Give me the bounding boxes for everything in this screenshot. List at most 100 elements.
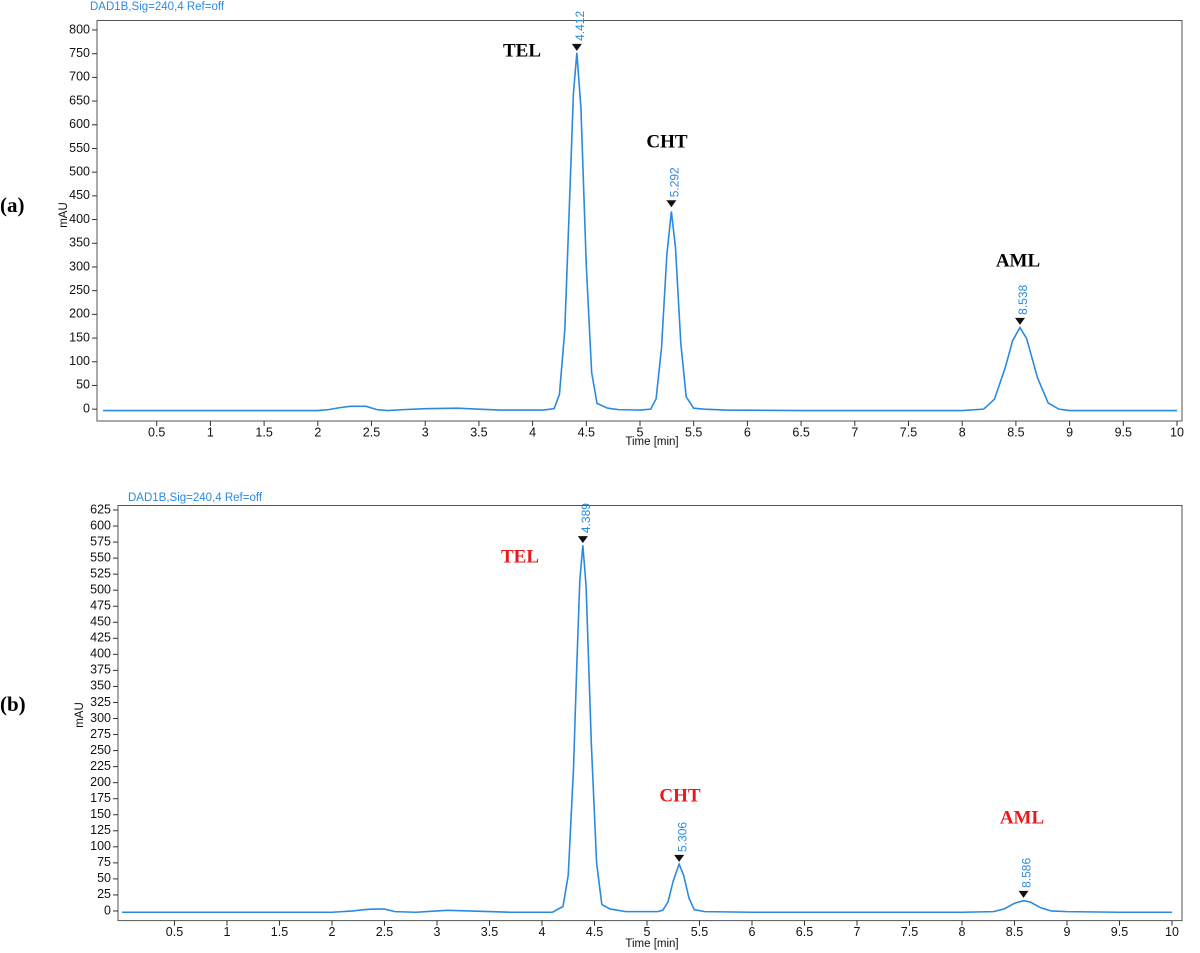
x-tick-label: 1: [207, 425, 214, 439]
x-tick-label: 5.5: [685, 425, 702, 439]
y-tick-label: 375: [90, 663, 111, 677]
y-tick-label: 750: [69, 46, 90, 60]
peak-name: CHT: [646, 131, 688, 152]
x-axis-label: Time [min]: [625, 436, 678, 448]
x-tick-label: 6: [744, 425, 751, 439]
x-tick-label: 3: [434, 925, 441, 939]
y-tick-label: 575: [90, 534, 111, 548]
y-tick-label: 100: [90, 839, 111, 853]
y-tick-label: 50: [97, 871, 111, 885]
retention-time: 8.538: [1016, 284, 1030, 314]
peak-name: CHT: [659, 785, 701, 806]
y-axis-label: mAU: [58, 202, 70, 228]
panel-label: (a): [0, 193, 25, 217]
y-tick-label: 625: [90, 502, 111, 516]
x-tick-label: 6.5: [792, 425, 809, 439]
x-tick-label: 5: [644, 925, 651, 939]
y-tick-label: 325: [90, 695, 111, 709]
peak-marker: [577, 536, 588, 544]
peak-marker: [674, 854, 685, 862]
y-tick-label: 225: [90, 759, 111, 773]
retention-time: 4.389: [579, 503, 593, 533]
x-tick-label: 0.5: [148, 425, 165, 439]
y-tick-label: 500: [90, 582, 111, 596]
y-tick-label: 400: [69, 212, 90, 226]
signal-line: [103, 52, 1177, 412]
y-tick-label: 650: [69, 93, 90, 107]
x-tick-label: 10: [1165, 925, 1179, 939]
peak-name: TEL: [501, 546, 539, 567]
x-tick-label: 9: [1066, 425, 1073, 439]
x-axis-label: Time [min]: [625, 938, 678, 950]
x-tick-label: 6: [749, 925, 756, 939]
x-tick-label: 8.5: [1006, 925, 1023, 939]
x-tick-label: 3: [422, 425, 429, 439]
y-tick-label: 175: [90, 791, 111, 805]
peak-marker: [571, 43, 582, 51]
peak-name: AML: [1000, 807, 1044, 828]
y-tick-label: 550: [69, 141, 90, 155]
x-tick-label: 4.5: [578, 425, 595, 439]
y-tick-label: 50: [76, 378, 90, 392]
x-tick-label: 7.5: [901, 925, 918, 939]
y-tick-label: 800: [69, 22, 90, 36]
y-tick-label: 425: [90, 631, 111, 645]
y-tick-label: 75: [97, 855, 111, 869]
y-tick-label: 400: [90, 647, 111, 661]
retention-time: 8.586: [1020, 858, 1034, 888]
y-tick-label: 150: [69, 330, 90, 344]
peak-name: AML: [996, 250, 1040, 271]
x-tick-label: 9.5: [1111, 925, 1128, 939]
x-tick-label: 2.5: [376, 925, 393, 939]
x-tick-label: 5.5: [691, 925, 708, 939]
x-tick-label: 5: [637, 425, 644, 439]
x-tick-label: 7: [851, 425, 858, 439]
x-tick-label: 2: [329, 925, 336, 939]
y-axis-label: mAU: [74, 702, 86, 728]
y-tick-label: 475: [90, 599, 111, 613]
peak-marker: [666, 200, 677, 208]
peak-name: TEL: [503, 40, 541, 61]
y-tick-label: 125: [90, 823, 111, 837]
x-tick-label: 9.5: [1115, 425, 1132, 439]
y-tick-label: 525: [90, 566, 111, 580]
x-tick-label: 6.5: [796, 925, 813, 939]
x-tick-label: 4: [539, 925, 546, 939]
y-tick-label: 275: [90, 727, 111, 741]
subtitle: DAD1B,Sig=240,4 Ref=off: [90, 1, 225, 13]
plot-frame: [117, 505, 1183, 922]
x-tick-label: 3.5: [470, 425, 487, 439]
y-tick-label: 25: [97, 887, 111, 901]
y-tick-label: 100: [69, 354, 90, 368]
x-tick-label: 7.5: [900, 425, 917, 439]
x-tick-label: 1.5: [271, 925, 288, 939]
x-tick-label: 8: [959, 425, 966, 439]
x-tick-label: 10: [1170, 425, 1184, 439]
y-tick-label: 500: [69, 164, 90, 178]
x-tick-label: 4.5: [586, 925, 603, 939]
y-tick-label: 600: [69, 117, 90, 131]
y-tick-label: 600: [90, 518, 111, 532]
y-tick-label: 450: [90, 615, 111, 629]
x-tick-label: 8: [959, 925, 966, 939]
y-tick-label: 300: [90, 711, 111, 725]
y-tick-label: 550: [90, 550, 111, 564]
y-tick-label: 200: [90, 775, 111, 789]
peak-marker: [1018, 890, 1029, 898]
y-tick-label: 250: [90, 743, 111, 757]
x-tick-label: 9: [1064, 925, 1071, 939]
panel-label: (b): [0, 692, 26, 716]
x-tick-label: 7: [854, 925, 861, 939]
x-tick-label: 3.5: [481, 925, 498, 939]
x-tick-label: 8.5: [1007, 425, 1024, 439]
y-tick-label: 300: [69, 259, 90, 273]
signal-line: [122, 545, 1172, 914]
y-tick-label: 450: [69, 188, 90, 202]
x-tick-label: 1: [224, 925, 231, 939]
retention-time: 5.292: [668, 167, 682, 197]
retention-time: 4.412: [573, 11, 587, 41]
x-tick-label: 2.5: [363, 425, 380, 439]
retention-time: 5.306: [675, 822, 689, 852]
x-tick-label: 2: [314, 425, 321, 439]
